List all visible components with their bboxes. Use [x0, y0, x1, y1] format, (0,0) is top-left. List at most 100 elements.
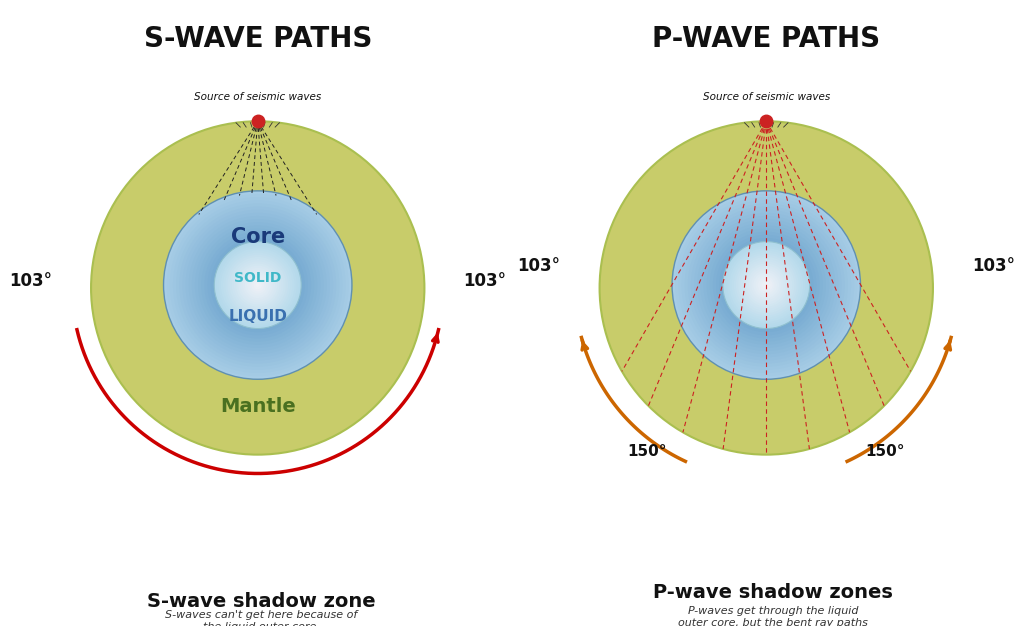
- Text: Core: Core: [230, 227, 285, 247]
- Circle shape: [713, 232, 819, 339]
- Circle shape: [236, 263, 280, 307]
- Circle shape: [725, 244, 808, 326]
- Circle shape: [744, 263, 788, 307]
- Circle shape: [225, 252, 291, 317]
- Circle shape: [227, 255, 288, 316]
- Circle shape: [751, 269, 782, 300]
- Circle shape: [232, 260, 283, 310]
- Circle shape: [707, 225, 826, 345]
- Circle shape: [719, 238, 813, 332]
- Circle shape: [221, 248, 295, 322]
- Text: S-wave shadow zone: S-wave shadow zone: [146, 592, 376, 610]
- Circle shape: [741, 260, 792, 310]
- Circle shape: [675, 194, 857, 376]
- Title: P-WAVE PATHS: P-WAVE PATHS: [652, 24, 881, 53]
- Circle shape: [742, 261, 791, 309]
- Text: 150°: 150°: [628, 444, 668, 459]
- Circle shape: [729, 247, 804, 323]
- Circle shape: [218, 246, 297, 324]
- Circle shape: [727, 246, 806, 324]
- Circle shape: [248, 275, 267, 294]
- Circle shape: [757, 275, 776, 294]
- Circle shape: [205, 232, 311, 339]
- Circle shape: [738, 257, 795, 314]
- Circle shape: [760, 279, 772, 291]
- Circle shape: [756, 274, 777, 296]
- Circle shape: [164, 191, 352, 379]
- Circle shape: [179, 207, 336, 364]
- Circle shape: [697, 216, 836, 354]
- Circle shape: [764, 283, 768, 287]
- Circle shape: [223, 250, 292, 320]
- Text: 103°: 103°: [464, 272, 507, 290]
- Circle shape: [685, 203, 848, 367]
- Circle shape: [732, 250, 801, 320]
- Circle shape: [710, 228, 823, 342]
- Circle shape: [173, 200, 342, 370]
- Text: P-waves get through the liquid
outer core, but the bent ray paths
leave gaps.: P-waves get through the liquid outer cor…: [678, 606, 868, 626]
- Circle shape: [731, 250, 801, 320]
- Circle shape: [214, 242, 301, 329]
- Circle shape: [245, 272, 270, 298]
- Circle shape: [242, 269, 273, 300]
- Text: LIQUID: LIQUID: [228, 309, 287, 324]
- Circle shape: [198, 225, 317, 345]
- Text: Source of seismic waves: Source of seismic waves: [702, 93, 829, 103]
- Circle shape: [733, 252, 799, 317]
- Circle shape: [746, 265, 785, 305]
- Text: S-waves can't get here because of
the liquid outer core.: S-waves can't get here because of the li…: [165, 610, 357, 626]
- Text: 150°: 150°: [865, 444, 905, 459]
- Circle shape: [249, 276, 266, 294]
- Title: S-WAVE PATHS: S-WAVE PATHS: [143, 24, 372, 53]
- Circle shape: [252, 279, 264, 291]
- Text: 103°: 103°: [972, 257, 1015, 275]
- Circle shape: [233, 261, 282, 309]
- Circle shape: [762, 280, 771, 289]
- Circle shape: [678, 197, 854, 373]
- Circle shape: [91, 121, 424, 454]
- Text: SOLID: SOLID: [234, 271, 282, 285]
- Circle shape: [725, 244, 807, 326]
- Circle shape: [201, 228, 314, 342]
- Circle shape: [754, 272, 779, 297]
- Circle shape: [754, 272, 779, 298]
- Circle shape: [729, 248, 803, 322]
- Circle shape: [214, 241, 302, 329]
- Circle shape: [182, 210, 333, 361]
- Circle shape: [223, 250, 293, 320]
- Circle shape: [682, 200, 851, 370]
- Circle shape: [217, 244, 299, 326]
- Circle shape: [251, 279, 264, 292]
- Circle shape: [736, 255, 797, 316]
- Circle shape: [740, 259, 793, 311]
- Circle shape: [691, 210, 842, 361]
- Circle shape: [239, 265, 278, 305]
- Circle shape: [241, 268, 275, 302]
- Circle shape: [672, 191, 860, 379]
- Circle shape: [236, 264, 280, 307]
- Circle shape: [688, 207, 845, 364]
- Circle shape: [188, 216, 327, 354]
- Circle shape: [763, 282, 769, 288]
- Text: P-wave shadow zones: P-wave shadow zones: [653, 583, 893, 602]
- Circle shape: [247, 274, 268, 296]
- Circle shape: [703, 222, 829, 348]
- Circle shape: [220, 247, 295, 323]
- Circle shape: [738, 257, 795, 314]
- Text: Mantle: Mantle: [220, 398, 296, 416]
- Text: 103°: 103°: [517, 257, 560, 275]
- Circle shape: [170, 197, 346, 373]
- Circle shape: [256, 283, 260, 287]
- Circle shape: [226, 254, 289, 317]
- Circle shape: [253, 280, 262, 289]
- Circle shape: [211, 238, 305, 332]
- Circle shape: [723, 242, 810, 329]
- Text: 103°: 103°: [9, 272, 52, 290]
- Circle shape: [700, 219, 833, 351]
- Circle shape: [191, 219, 324, 351]
- Circle shape: [749, 268, 783, 302]
- Circle shape: [231, 259, 284, 311]
- Circle shape: [751, 270, 781, 300]
- Circle shape: [229, 257, 286, 314]
- Circle shape: [239, 266, 276, 304]
